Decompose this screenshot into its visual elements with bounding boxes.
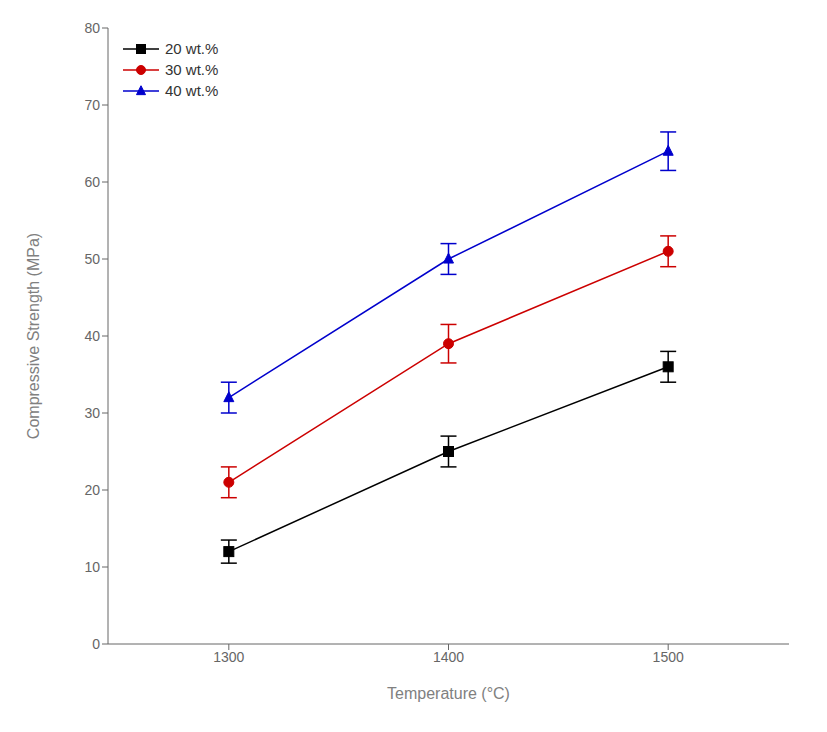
svg-text:40: 40 [84, 328, 100, 344]
svg-text:50: 50 [84, 251, 100, 267]
svg-text:1300: 1300 [213, 649, 244, 665]
html-text:20 wt.%: 20 wt.% [165, 40, 219, 57]
svg-text:Temperature (°C): Temperature (°C) [387, 685, 510, 702]
svg-text:1400: 1400 [433, 649, 464, 665]
svg-text:0: 0 [92, 636, 100, 652]
html-text:30 wt.%: 30 wt.% [165, 61, 219, 78]
svg-text:1500: 1500 [653, 649, 684, 665]
svg-text:20: 20 [84, 482, 100, 498]
svg-text:30: 30 [84, 405, 100, 421]
svg-text:60: 60 [84, 174, 100, 190]
svg-text:80: 80 [84, 20, 100, 36]
svg-text:Compressive Strength (MPa): Compressive Strength (MPa) [25, 233, 42, 439]
svg-text:70: 70 [84, 97, 100, 113]
svg-text:10: 10 [84, 559, 100, 575]
html-text:40 wt.%: 40 wt.% [165, 82, 219, 99]
